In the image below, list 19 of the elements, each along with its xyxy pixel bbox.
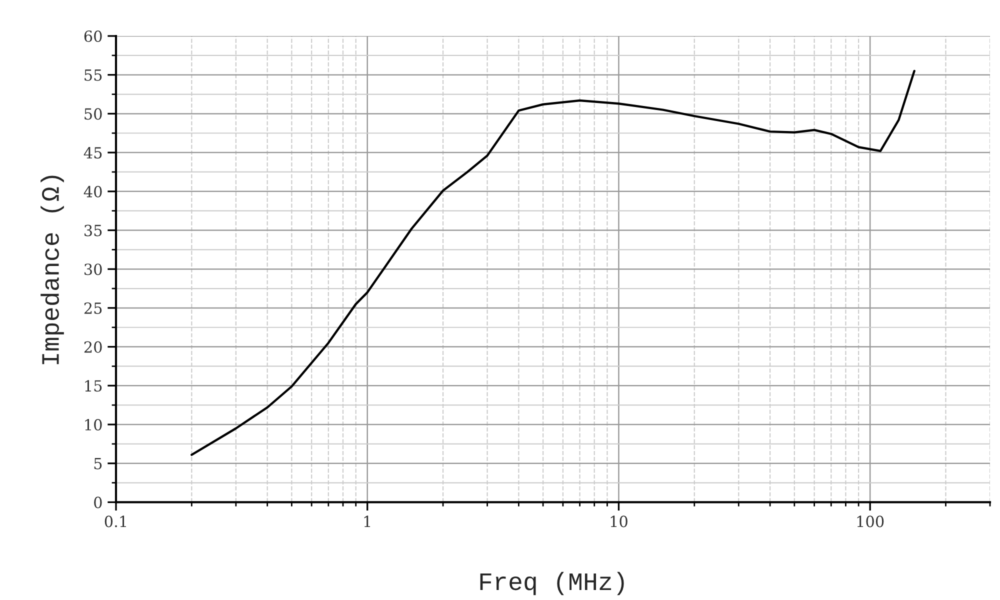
y-tick-label: 15 (85, 380, 102, 392)
y-tick-label: 0 (94, 496, 102, 508)
x-tick-label: 10 (610, 516, 628, 528)
y-tick-label: 45 (84, 147, 102, 159)
y-tick-label: 35 (84, 224, 102, 236)
y-tick-label: 20 (84, 341, 102, 353)
y-tick-label: 10 (85, 418, 102, 431)
y-axis-title: Impedance (Ω) (40, 176, 64, 364)
y-tick-label: 60 (84, 30, 102, 42)
y-tick-label: 30 (84, 264, 102, 276)
y-tick-label: 55 (84, 70, 102, 81)
y-tick-label: 5 (94, 458, 102, 470)
x-axis-title: Freq (MHz) (480, 572, 624, 596)
x-tick-label: 0.1 (104, 516, 126, 528)
x-tick-label: 1 (364, 516, 370, 528)
y-tick-label: 25 (84, 302, 102, 314)
x-tick-label: 100 (857, 516, 884, 528)
y-tick-label: 50 (84, 108, 102, 120)
y-tick-label: 40 (84, 186, 102, 198)
